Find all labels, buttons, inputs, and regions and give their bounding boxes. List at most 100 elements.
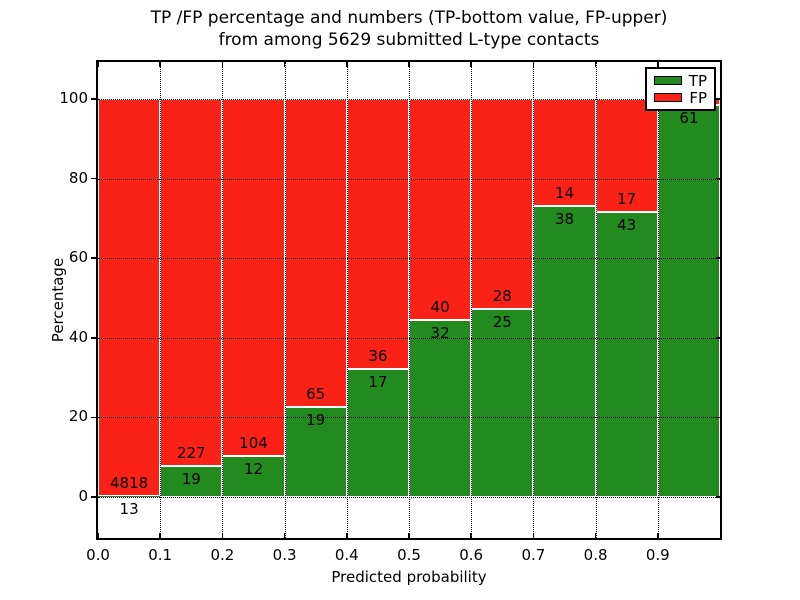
bar-segment-tp xyxy=(284,406,347,497)
x-tick-label: 0.6 xyxy=(459,546,484,564)
x-tick-label: 0.3 xyxy=(272,546,297,564)
bar-segment-tp xyxy=(533,206,596,497)
y-tick-mark xyxy=(91,337,96,339)
x-tick-label: 0.9 xyxy=(645,546,670,564)
bar-segment-fp xyxy=(160,99,223,467)
x-tick-mark xyxy=(159,533,161,538)
bar-segment-fp xyxy=(409,99,472,321)
x-tick-mark xyxy=(594,62,597,67)
x-tick-label: 0.4 xyxy=(334,546,359,564)
y-tick-mark xyxy=(91,177,96,180)
tp-count-label: 25 xyxy=(492,313,512,332)
x-tick-mark xyxy=(97,533,99,538)
chart-title-line2: from among 5629 submitted L-type contact… xyxy=(218,30,600,50)
tp-count-label: 12 xyxy=(243,459,264,478)
gridline-vertical xyxy=(346,62,348,538)
y-tick-mark xyxy=(716,416,720,419)
chart-title-line1: TP /FP percentage and numbers (TP-bottom… xyxy=(150,8,668,28)
y-tick-label: 20 xyxy=(68,407,88,426)
x-tick-mark xyxy=(159,62,161,67)
x-tick-mark xyxy=(283,62,286,67)
tp-count-label: 19 xyxy=(181,470,201,489)
tp-count-label: 19 xyxy=(306,410,326,429)
bar-segment-tp xyxy=(409,320,472,497)
gridline-vertical xyxy=(409,62,410,538)
x-tick-label: 0.8 xyxy=(583,546,608,564)
x-tick-label: 0.1 xyxy=(148,546,173,564)
bar-segment-tp xyxy=(657,105,720,497)
bar-segment-fp xyxy=(346,99,409,370)
y-tick-mark xyxy=(716,98,720,100)
bar-segment-fp xyxy=(222,99,285,456)
x-tick-label: 0.0 xyxy=(86,546,110,564)
x-tick-label: 0.5 xyxy=(397,546,421,564)
x-tick-mark xyxy=(97,62,99,67)
fp-count-label: 28 xyxy=(492,287,512,306)
y-tick-label: 40 xyxy=(68,327,88,346)
tp-count-label: 61 xyxy=(679,109,699,128)
tp-count-label: 17 xyxy=(368,373,388,392)
legend-label-tp: TP xyxy=(688,71,707,90)
y-tick-label: 100 xyxy=(59,89,88,107)
fp-count-label: 65 xyxy=(306,384,326,403)
x-tick-label: 0.7 xyxy=(521,546,546,564)
fp-count-label: 14 xyxy=(554,184,575,203)
fp-count-label: 36 xyxy=(368,347,388,366)
gridline-vertical xyxy=(595,62,597,538)
x-tick-mark xyxy=(346,62,348,67)
x-tick-mark xyxy=(470,533,472,538)
y-tick-mark xyxy=(91,416,96,419)
x-tick-mark xyxy=(283,533,286,538)
bar-segment-tp xyxy=(595,211,658,497)
x-tick-label: 0.2 xyxy=(210,546,235,564)
tp-count-label: 32 xyxy=(430,324,450,343)
x-tick-mark xyxy=(532,533,535,538)
y-tick-mark xyxy=(91,257,96,259)
x-tick-mark xyxy=(657,533,659,538)
x-tick-mark xyxy=(221,533,224,538)
tp-count-label: 38 xyxy=(554,210,575,229)
legend-item-fp: FP xyxy=(654,90,707,106)
x-tick-mark xyxy=(408,533,410,538)
legend-item-tp: TP xyxy=(654,73,707,89)
y-tick-mark xyxy=(716,177,720,180)
bar-segment-fp xyxy=(284,99,347,407)
y-tick-mark xyxy=(716,257,720,259)
legend-fp-swatch-icon xyxy=(654,93,682,102)
tp-count-label: 13 xyxy=(119,499,139,518)
y-tick-label: 60 xyxy=(68,248,88,267)
bar-segment-fp xyxy=(471,99,534,310)
fp-count-label: 17 xyxy=(617,189,637,208)
bar-segment-tp xyxy=(222,455,285,497)
y-tick-label: 0 xyxy=(78,487,88,505)
x-tick-mark xyxy=(532,62,535,67)
fp-count-label: 40 xyxy=(430,298,450,317)
x-tick-mark xyxy=(221,62,224,67)
gridline-vertical xyxy=(657,62,659,538)
y-tick-mark xyxy=(716,496,720,498)
gridline-vertical xyxy=(160,62,162,538)
bar-segment-tp xyxy=(98,495,161,497)
x-axis-label: Predicted probability xyxy=(331,568,487,586)
x-tick-mark xyxy=(346,533,348,538)
x-tick-mark xyxy=(594,533,597,538)
y-tick-mark xyxy=(716,337,720,339)
fp-count-label: 4818 xyxy=(110,473,149,492)
gridline-vertical xyxy=(284,62,286,538)
gridline-vertical xyxy=(471,62,473,538)
gridline-vertical xyxy=(533,62,535,538)
tp-count-label: 43 xyxy=(617,215,637,234)
gridline-vertical xyxy=(222,62,224,538)
legend-label-fp: FP xyxy=(689,88,707,107)
bar-segment-fp xyxy=(98,99,161,496)
fp-count-label: 227 xyxy=(176,444,206,463)
legend-tp-swatch-icon xyxy=(654,76,682,85)
x-tick-mark xyxy=(408,62,410,67)
legend: TP FP xyxy=(645,67,716,111)
x-tick-mark xyxy=(470,62,472,67)
y-tick-label: 80 xyxy=(68,168,88,187)
fp-count-label: 104 xyxy=(239,433,268,452)
x-tick-mark xyxy=(657,62,659,67)
plot-area: TP FP 4818 13 227 19 104 12 65 19 36 17 40 32 28 25 14… xyxy=(91,60,722,540)
